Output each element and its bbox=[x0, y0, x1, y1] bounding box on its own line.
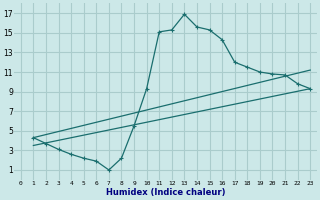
X-axis label: Humidex (Indice chaleur): Humidex (Indice chaleur) bbox=[106, 188, 225, 197]
